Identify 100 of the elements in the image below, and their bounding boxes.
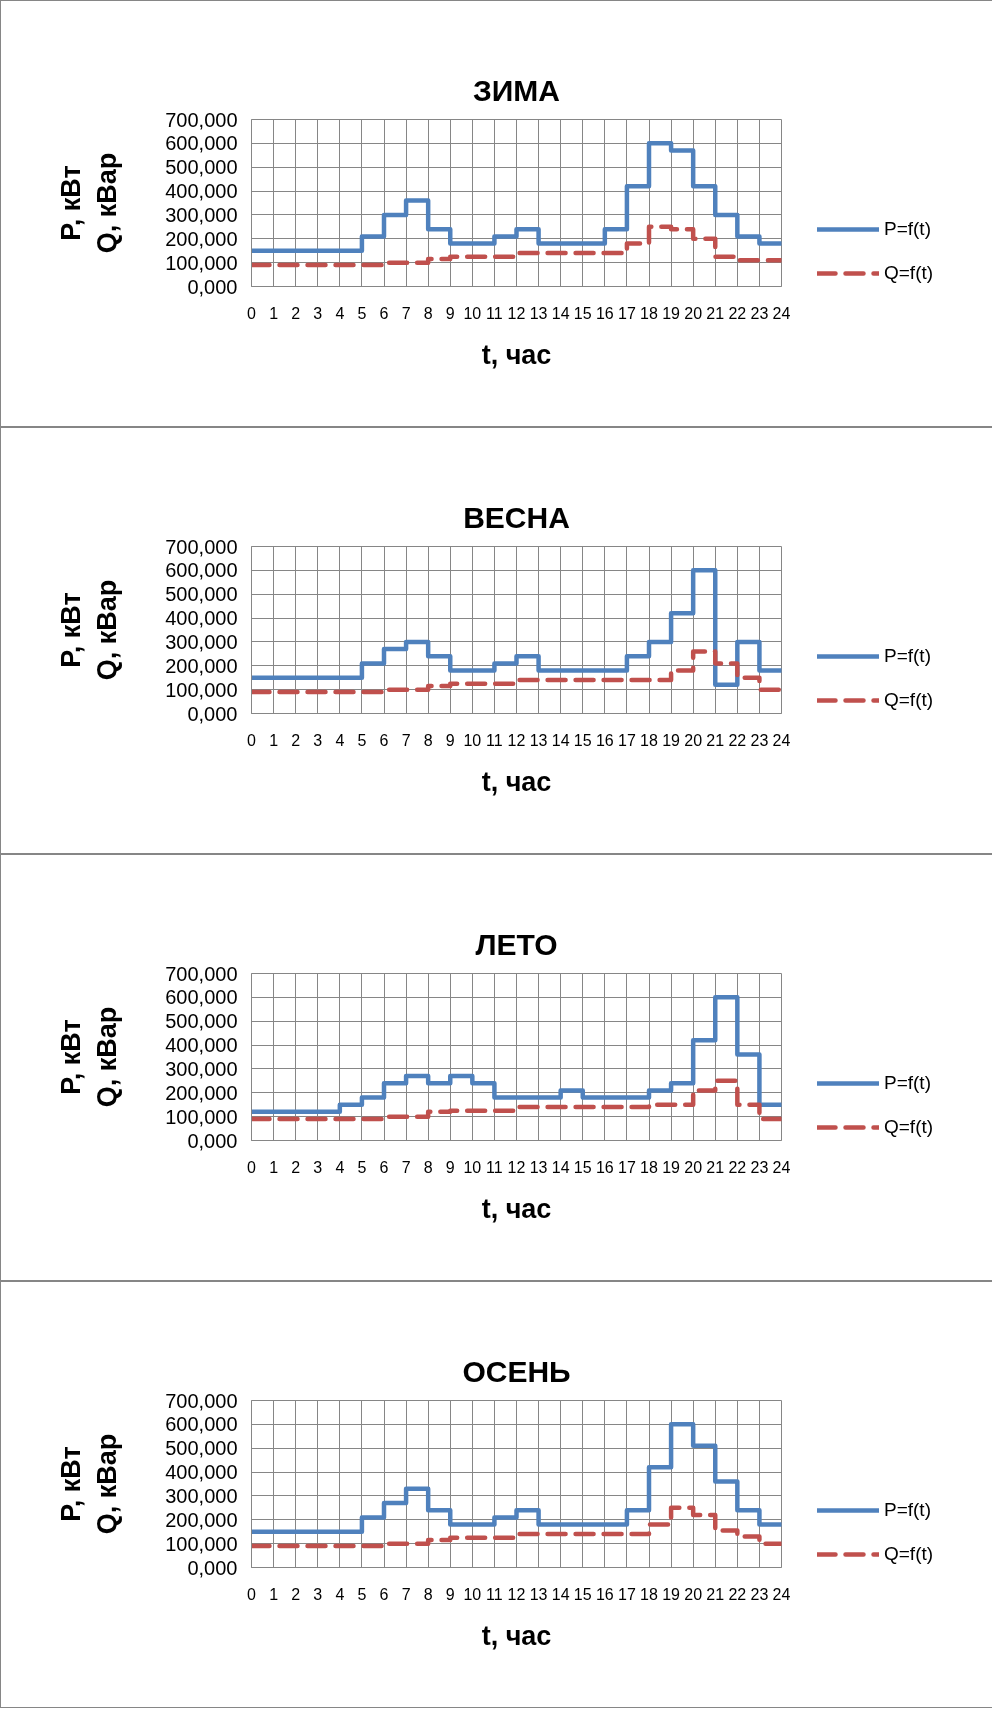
y-axis-title: P, кВт Q, кВар: [56, 152, 123, 254]
x-tick-label: 20: [684, 731, 703, 749]
y-tick-label: 600,000: [165, 986, 238, 1009]
y-tick-label: 0,000: [187, 702, 238, 725]
y-tick-label: 100,000: [165, 678, 238, 701]
x-tick-label: 20: [684, 1158, 703, 1176]
y-tick-label: 100,000: [165, 1105, 238, 1128]
x-tick-label: 23: [750, 731, 769, 749]
y-axis-title: P, кВт Q, кВар: [56, 579, 123, 681]
x-tick-label: 0: [247, 1158, 257, 1176]
x-tick-label: 19: [662, 1158, 681, 1176]
x-tick-label: 9: [445, 731, 455, 749]
x-tick-label: 1: [269, 731, 279, 749]
x-tick-label: 4: [335, 1585, 345, 1603]
y-tick-label: 100,000: [165, 251, 238, 274]
x-tick-label: 7: [401, 731, 411, 749]
x-tick-label: 7: [401, 1158, 411, 1176]
x-tick-label: 22: [728, 1158, 747, 1176]
x-tick-label: 5: [357, 1158, 367, 1176]
x-tick-label: 15: [573, 304, 592, 322]
x-tick-label: 6: [379, 1158, 389, 1176]
x-tick-label: 12: [507, 1585, 526, 1603]
y-tick-label: 500,000: [165, 1437, 238, 1460]
x-tick-label: 7: [401, 1585, 411, 1603]
x-tick-label: 5: [357, 731, 367, 749]
y-axis-title: P, кВт Q, кВар: [56, 1433, 123, 1535]
y-tick-label: 400,000: [165, 180, 238, 203]
y-tick-label: 0,000: [187, 1556, 238, 1579]
y-tick-label: 700,000: [165, 108, 238, 131]
x-tick-label: 4: [335, 1158, 345, 1176]
x-tick-label: 22: [728, 731, 747, 749]
x-tick-label: 14: [551, 1585, 570, 1603]
x-tick-label: 13: [529, 731, 548, 749]
y-tick-label: 200,000: [165, 654, 238, 677]
x-tick-label: 24: [772, 1585, 791, 1603]
x-tick-label: 13: [529, 1158, 548, 1176]
x-tick-label: 16: [595, 1585, 614, 1603]
x-tick-label: 8: [423, 1158, 433, 1176]
x-axis-title: t, час: [481, 339, 552, 370]
x-tick-label: 3: [313, 1585, 323, 1603]
y-tick-label: 400,000: [165, 1034, 238, 1057]
x-tick-label: 7: [401, 304, 411, 322]
y-tick-label: 200,000: [165, 227, 238, 250]
x-tick-label: 9: [445, 304, 455, 322]
x-tick-label: 0: [247, 304, 257, 322]
x-tick-label: 1: [269, 304, 279, 322]
x-tick-label: 11: [486, 1585, 503, 1603]
x-tick-label: 10: [463, 731, 482, 749]
x-tick-label: 10: [463, 304, 482, 322]
x-tick-label: 19: [662, 304, 681, 322]
y-tick-label: 700,000: [165, 535, 238, 558]
y-tick-label: 300,000: [165, 1057, 238, 1080]
x-tick-label: 1: [269, 1158, 279, 1176]
chart-title: ЛЕТО: [475, 927, 558, 961]
x-tick-label: 4: [335, 304, 345, 322]
x-tick-label: 11: [486, 1158, 503, 1176]
legend-label: P=f(t): [884, 1072, 931, 1094]
x-axis-title: t, час: [481, 1620, 552, 1651]
x-tick-label: 1: [269, 1585, 279, 1603]
x-tick-label: 18: [640, 304, 658, 322]
x-axis-title: t, час: [481, 766, 552, 797]
x-tick-label: 17: [618, 304, 636, 322]
x-tick-label: 15: [573, 731, 592, 749]
x-tick-label: 21: [706, 304, 725, 322]
x-tick-label: 18: [640, 1158, 658, 1176]
x-tick-label: 0: [247, 1585, 257, 1603]
y-tick-label: 600,000: [165, 132, 238, 155]
legend-label: P=f(t): [884, 645, 931, 667]
x-tick-label: 9: [445, 1158, 455, 1176]
x-tick-label: 17: [618, 1158, 636, 1176]
x-tick-label: 11: [486, 304, 503, 322]
legend-label: Q=f(t): [884, 262, 934, 284]
x-tick-label: 23: [750, 304, 769, 322]
y-tick-label: 300,000: [165, 1484, 238, 1507]
x-tick-label: 18: [640, 731, 658, 749]
x-tick-label: 22: [728, 304, 747, 322]
x-tick-label: 8: [423, 1585, 433, 1603]
x-tick-label: 22: [728, 1585, 747, 1603]
x-tick-label: 24: [772, 304, 791, 322]
legend-label: Q=f(t): [884, 1116, 934, 1138]
legend-label: P=f(t): [884, 1499, 931, 1521]
x-tick-label: 23: [750, 1585, 769, 1603]
x-tick-label: 8: [423, 304, 433, 322]
y-tick-label: 700,000: [165, 962, 238, 985]
x-tick-label: 0: [247, 731, 257, 749]
x-tick-label: 24: [772, 731, 791, 749]
x-tick-label: 2: [291, 731, 301, 749]
x-tick-label: 10: [463, 1585, 482, 1603]
x-tick-label: 21: [706, 1158, 725, 1176]
x-tick-label: 24: [772, 1158, 791, 1176]
chart-title: ОСЕНЬ: [462, 1354, 571, 1388]
x-tick-label: 20: [684, 1585, 703, 1603]
x-tick-label: 17: [618, 731, 636, 749]
x-tick-label: 3: [313, 731, 323, 749]
x-tick-label: 11: [486, 731, 503, 749]
x-tick-label: 14: [551, 1158, 570, 1176]
y-tick-label: 100,000: [165, 1532, 238, 1555]
x-tick-label: 16: [595, 1158, 614, 1176]
chart-title: ЗИМА: [472, 73, 561, 107]
x-tick-label: 17: [618, 1585, 636, 1603]
